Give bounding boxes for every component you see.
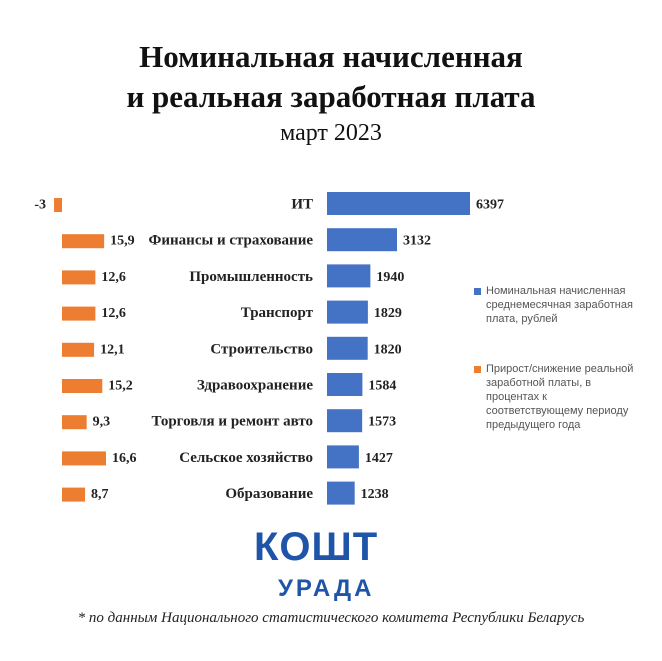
nominal-bar (327, 373, 363, 396)
chart-subtitle: март 2023 (280, 120, 382, 146)
nominal-value-label: 3132 (403, 234, 431, 249)
nominal-bar (327, 481, 355, 505)
chart-title-line-2: и реальная заработная плата (126, 79, 536, 114)
nominal-value-label: 1829 (374, 306, 402, 321)
nominal-value-label: 1238 (361, 487, 389, 502)
chart-title-line-1: Номинальная начисленная (139, 39, 523, 74)
nominal-value-label: 6397 (476, 198, 504, 213)
category-label: Образование (225, 486, 313, 502)
category-label: Здравоохранение (197, 378, 314, 394)
category-label: Промышленность (189, 269, 313, 285)
source-footnote: * по данным Национального статистическог… (77, 610, 585, 626)
category-label: Сельское хозяйство (179, 450, 313, 466)
real-growth-value-label: 12,1 (100, 342, 125, 357)
category-label: Торговля и ремонт авто (152, 414, 314, 430)
nominal-bar (327, 192, 470, 215)
real-growth-bar (62, 451, 106, 466)
real-growth-bar (62, 487, 86, 502)
logo-main-text: КОШТ (254, 525, 378, 569)
category-label: ИТ (291, 197, 313, 213)
real-growth-value-label: 12,6 (101, 306, 126, 321)
legend-label-real-growth: Прирост/снижение реальной заработной пла… (486, 363, 634, 431)
real-growth-value-label: 15,2 (108, 379, 133, 394)
nominal-value-label: 1573 (368, 415, 396, 430)
legend-item-nominal: Номинальная начисленная среднемесячная з… (474, 284, 636, 326)
real-growth-value-label: -3 (34, 198, 46, 213)
nominal-bar (327, 264, 371, 288)
real-growth-bar (62, 379, 103, 393)
nominal-bar (327, 300, 368, 324)
legend-item-real-growth: Прирост/снижение реальной заработной пла… (474, 362, 636, 432)
real-growth-bar (62, 234, 105, 249)
legend-label-nominal: Номинальная начисленная среднемесячная з… (486, 285, 633, 325)
nominal-bar (327, 409, 363, 433)
real-growth-value-label: 8,7 (91, 487, 109, 502)
nominal-bar (327, 228, 398, 252)
nominal-bar (327, 445, 359, 469)
real-growth-value-label: 12,6 (101, 270, 126, 285)
real-growth-value-label: 15,9 (110, 234, 135, 249)
real-growth-value-label: 16,6 (112, 451, 137, 466)
real-growth-bar (62, 415, 87, 430)
nominal-value-label: 1820 (374, 342, 402, 357)
nominal-value-label: 1940 (376, 270, 404, 285)
real-growth-bar (62, 342, 95, 357)
real-growth-bar (62, 270, 96, 285)
nominal-bar (327, 336, 368, 360)
legend-swatch-nominal (474, 288, 481, 295)
legend-swatch-real-growth (474, 366, 481, 373)
category-label: Строительство (210, 341, 313, 357)
nominal-value-label: 1584 (368, 379, 396, 394)
real-growth-bar (54, 198, 62, 212)
nominal-value-label: 1427 (365, 451, 393, 466)
logo-sub-text: УРАДА (278, 575, 374, 602)
category-label: Финансы и страхование (149, 233, 314, 249)
real-growth-value-label: 9,3 (93, 415, 111, 430)
category-label: Транспорт (241, 305, 314, 321)
real-growth-bar (62, 306, 96, 321)
kosht-urada-logo: КОШТ УРАДА (254, 525, 378, 602)
